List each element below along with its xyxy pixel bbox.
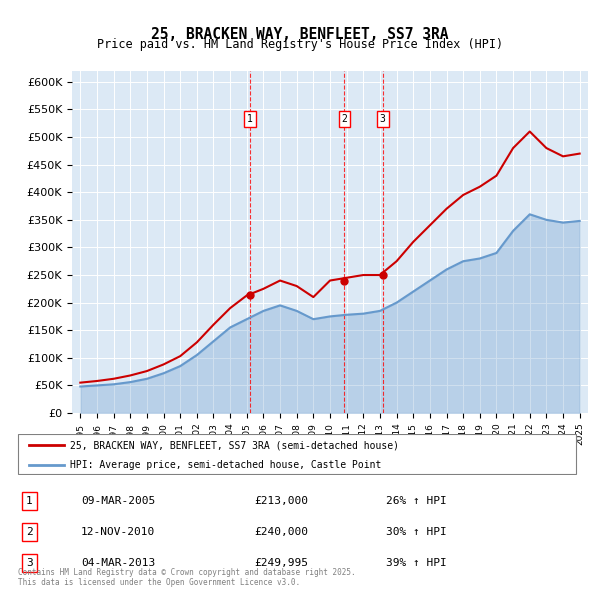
Text: 12-NOV-2010: 12-NOV-2010 bbox=[81, 527, 155, 537]
Text: £249,995: £249,995 bbox=[254, 558, 308, 568]
Text: 2: 2 bbox=[341, 114, 347, 124]
Text: 3: 3 bbox=[26, 558, 32, 568]
Text: £213,000: £213,000 bbox=[254, 496, 308, 506]
Text: 2: 2 bbox=[26, 527, 32, 537]
Text: HPI: Average price, semi-detached house, Castle Point: HPI: Average price, semi-detached house,… bbox=[70, 460, 381, 470]
Text: 25, BRACKEN WAY, BENFLEET, SS7 3RA: 25, BRACKEN WAY, BENFLEET, SS7 3RA bbox=[151, 27, 449, 41]
Text: 39% ↑ HPI: 39% ↑ HPI bbox=[386, 558, 447, 568]
Text: 09-MAR-2005: 09-MAR-2005 bbox=[81, 496, 155, 506]
Text: Price paid vs. HM Land Registry's House Price Index (HPI): Price paid vs. HM Land Registry's House … bbox=[97, 38, 503, 51]
Text: Contains HM Land Registry data © Crown copyright and database right 2025.
This d: Contains HM Land Registry data © Crown c… bbox=[18, 568, 356, 587]
Text: 04-MAR-2013: 04-MAR-2013 bbox=[81, 558, 155, 568]
Text: 30% ↑ HPI: 30% ↑ HPI bbox=[386, 527, 447, 537]
Text: 3: 3 bbox=[380, 114, 386, 124]
FancyBboxPatch shape bbox=[18, 434, 577, 474]
Text: 26% ↑ HPI: 26% ↑ HPI bbox=[386, 496, 447, 506]
Text: 1: 1 bbox=[26, 496, 32, 506]
Text: 1: 1 bbox=[247, 114, 253, 124]
Text: £240,000: £240,000 bbox=[254, 527, 308, 537]
Text: 25, BRACKEN WAY, BENFLEET, SS7 3RA (semi-detached house): 25, BRACKEN WAY, BENFLEET, SS7 3RA (semi… bbox=[70, 440, 398, 450]
